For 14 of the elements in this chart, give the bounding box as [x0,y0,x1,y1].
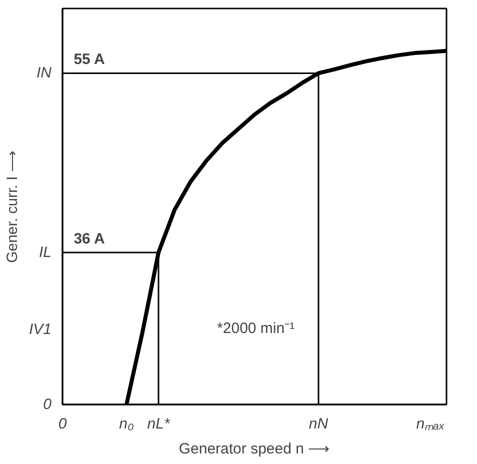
text: 0 [43,396,52,413]
x-axis-title: Generator speed n ⟶ [178,440,330,458]
x-tick-label: nL* [147,416,171,432]
ref-line-label: 55 A [74,51,105,68]
annotation: *2000 min⁻¹ [217,320,295,338]
ref-line-label: 36 A [74,230,105,248]
x-tick-label: 0 [58,416,68,432]
annotation: IL [38,244,52,261]
x-tick-label: nₘₐₓ [416,416,446,432]
y-axis-title: Gener. curr. I ⟶ [4,150,21,263]
x-tick-label: nN [308,416,328,432]
x-tick-label: n₀ [119,416,134,432]
text: IV1 [28,320,52,338]
annotation: IN [36,64,52,82]
